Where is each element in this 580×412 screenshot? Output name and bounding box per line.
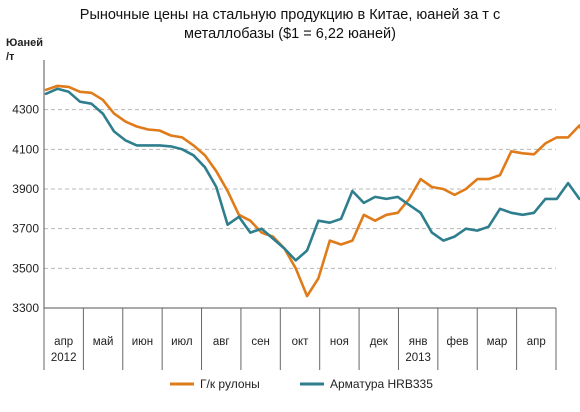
x-tick-label: фев	[447, 336, 469, 348]
y-tick-label: 4100	[12, 142, 39, 156]
x-tick-label: окт	[292, 336, 310, 348]
x-tick-label: ноя	[330, 336, 349, 348]
y-tick-label: 3900	[12, 182, 39, 196]
y-tick-label: 3300	[12, 301, 39, 315]
x-tick-label: июн	[132, 336, 153, 348]
legend-label: Г/к рулоны	[200, 377, 260, 391]
x-tick-year-label: 2012	[51, 352, 77, 364]
chart-title: Рыночные цены на стальную продукцию в Ки…	[0, 6, 580, 44]
y-tick-label: 4300	[12, 103, 39, 117]
chart-title-line2: металлобазы ($1 = 6,22 юаней)	[184, 26, 396, 42]
x-tick-label: апр	[527, 336, 546, 348]
x-tick-label: янв	[409, 336, 428, 348]
x-tick-label: дек	[370, 336, 389, 348]
y-tick-label: 3500	[12, 261, 39, 275]
y-axis-unit-label: Юаней /т	[6, 36, 43, 64]
series-line-1	[44, 84, 580, 298]
x-tick-label: май	[93, 336, 114, 348]
y-tick-label: 3700	[12, 222, 39, 236]
y-axis-unit-line2: /т	[6, 51, 15, 63]
x-tick-year-label: 2013	[405, 352, 431, 364]
series-line-2	[44, 87, 580, 262]
x-tick-label: авг	[213, 336, 230, 348]
x-tick-label: мар	[487, 336, 508, 348]
x-tick-label: сен	[251, 336, 270, 348]
x-tick-label: июл	[171, 336, 193, 348]
x-tick-label: апр	[54, 336, 73, 348]
legend-label: Арматура HRB335	[330, 377, 433, 391]
y-axis-unit-line1: Юаней	[6, 37, 43, 49]
chart-title-line1: Рыночные цены на стальную продукцию в Ки…	[79, 7, 501, 23]
